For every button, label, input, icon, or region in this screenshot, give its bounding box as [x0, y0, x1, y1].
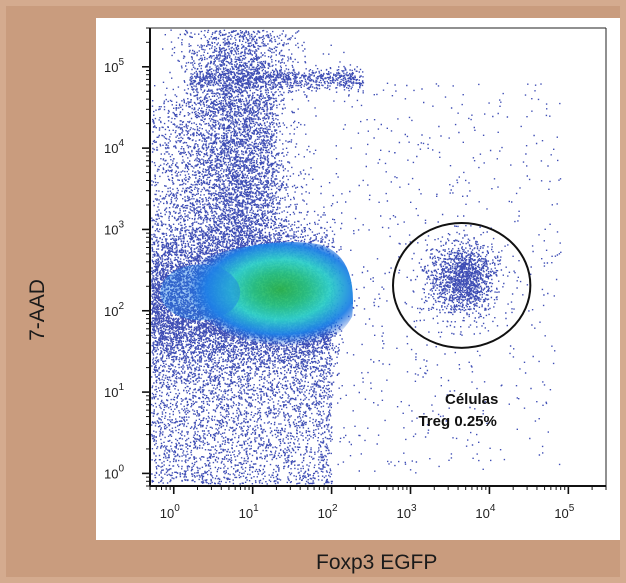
- y-tick-exponent: 2: [118, 301, 124, 312]
- y-tick-exponent: 0: [118, 463, 124, 474]
- y-tick-exponent: 5: [118, 57, 124, 68]
- x-tick-base: 10: [396, 506, 410, 521]
- y-tick-base: 10: [104, 222, 118, 237]
- x-tick-label: 100: [160, 503, 180, 521]
- plot-panel: 100 101 102 103 104 105 100 101 102 103 104 105 Cél…: [96, 18, 620, 540]
- x-tick-label: 101: [239, 503, 259, 521]
- y-tick-exponent: 3: [118, 219, 124, 230]
- density-left-band: [160, 264, 241, 321]
- y-tick-base: 10: [104, 304, 118, 319]
- x-tick-label: 103: [396, 503, 416, 521]
- x-tick-base: 10: [554, 506, 568, 521]
- x-tick-base: 10: [318, 506, 332, 521]
- y-tick-base: 10: [104, 141, 118, 156]
- y-tick-label: 103: [104, 219, 124, 237]
- x-tick-base: 10: [475, 506, 489, 521]
- y-tick-label: 100: [104, 463, 124, 481]
- y-tick-label: 102: [104, 301, 124, 319]
- annotation-cells: Células: [445, 391, 498, 408]
- density-hotspot: [180, 242, 354, 348]
- x-tick-label: 104: [475, 503, 495, 521]
- y-tick-base: 10: [104, 60, 118, 75]
- x-tick-label: 102: [318, 503, 338, 521]
- y-tick-exponent: 4: [118, 138, 124, 149]
- x-tick-exponent: 5: [569, 503, 575, 514]
- y-tick-base: 10: [104, 385, 118, 400]
- x-tick-base: 10: [160, 506, 174, 521]
- x-tick-exponent: 4: [490, 503, 496, 514]
- x-tick-exponent: 2: [332, 503, 338, 514]
- y-axis-title: 7-AAD: [26, 279, 49, 341]
- x-tick-label: 105: [554, 503, 574, 521]
- y-tick-label: 105: [104, 57, 124, 75]
- x-tick-exponent: 3: [411, 503, 417, 514]
- annotation-treg-percent: Treg 0.25%: [418, 413, 496, 430]
- x-tick-exponent: 1: [253, 503, 259, 514]
- y-tick-label: 104: [104, 138, 124, 156]
- x-tick-exponent: 0: [174, 503, 180, 514]
- density-layer: [160, 242, 354, 348]
- x-axis-title: Foxp3 EGFP: [316, 551, 438, 574]
- y-tick-label: 101: [104, 382, 124, 400]
- y-tick-exponent: 1: [118, 382, 124, 393]
- y-tick-base: 10: [104, 466, 118, 481]
- treg-gate-circle: [392, 222, 532, 349]
- x-tick-base: 10: [239, 506, 253, 521]
